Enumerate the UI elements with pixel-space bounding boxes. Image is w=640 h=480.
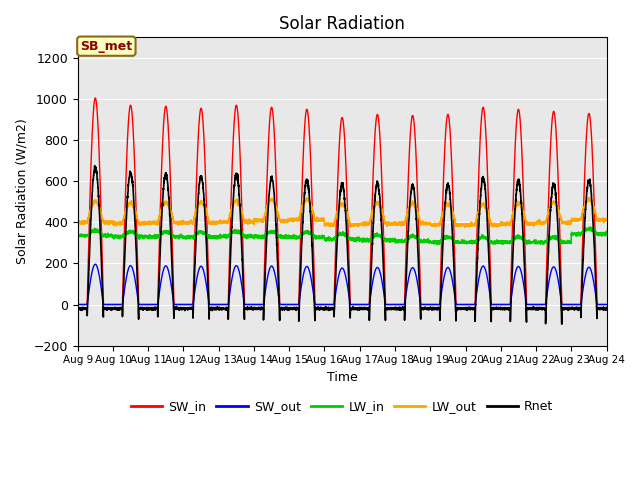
Rnet (558, 321, 566, 327)
SW_out (461, 301, 468, 307)
SW_out (602, 301, 610, 307)
Line: Rnet: Rnet (77, 166, 607, 324)
SW_in (602, 301, 610, 307)
LW_in (602, 231, 610, 237)
LW_out (431, 222, 439, 228)
Rnet (491, 305, 499, 311)
LW_in (169, 233, 177, 239)
Rnet (91, 163, 99, 169)
LW_out (322, 222, 330, 228)
LW_in (322, 237, 330, 242)
LW_out (585, 195, 593, 201)
SW_in (169, 259, 177, 264)
Line: SW_out: SW_out (77, 264, 607, 304)
Line: LW_in: LW_in (77, 227, 607, 244)
SW_out (323, 301, 330, 307)
Rnet (461, 306, 468, 312)
LW_in (74, 232, 81, 238)
LW_in (431, 239, 439, 244)
Rnet (169, 286, 177, 291)
LW_out (74, 220, 81, 226)
SW_out (74, 301, 81, 307)
LW_out (602, 217, 610, 223)
Y-axis label: Solar Radiation (W/m2): Solar Radiation (W/m2) (15, 119, 28, 264)
SW_in (461, 301, 468, 307)
SW_in (603, 301, 611, 307)
SW_out (431, 301, 439, 307)
Rnet (74, 305, 81, 311)
SW_out (603, 301, 611, 307)
LW_out (169, 214, 177, 220)
Legend: SW_in, SW_out, LW_in, LW_out, Rnet: SW_in, SW_out, LW_in, LW_out, Rnet (126, 395, 558, 418)
LW_out (491, 222, 499, 228)
LW_in (433, 241, 441, 247)
LW_in (461, 240, 468, 246)
SW_in (323, 301, 330, 307)
Text: SB_met: SB_met (80, 40, 132, 53)
SW_in (92, 95, 99, 101)
LW_out (603, 217, 611, 223)
X-axis label: Time: Time (327, 371, 358, 384)
Rnet (431, 305, 439, 311)
LW_in (603, 228, 611, 234)
SW_in (74, 301, 81, 307)
LW_out (460, 224, 468, 229)
Title: Solar Radiation: Solar Radiation (279, 15, 405, 33)
SW_out (491, 301, 499, 307)
LW_in (491, 240, 499, 246)
Line: LW_out: LW_out (77, 198, 607, 227)
LW_in (586, 224, 594, 230)
SW_out (169, 293, 177, 299)
Line: SW_in: SW_in (77, 98, 607, 304)
SW_in (491, 301, 499, 307)
LW_out (461, 224, 468, 230)
Rnet (323, 305, 330, 311)
SW_out (92, 261, 99, 267)
Rnet (603, 305, 611, 311)
SW_in (431, 301, 439, 307)
Rnet (602, 307, 610, 313)
